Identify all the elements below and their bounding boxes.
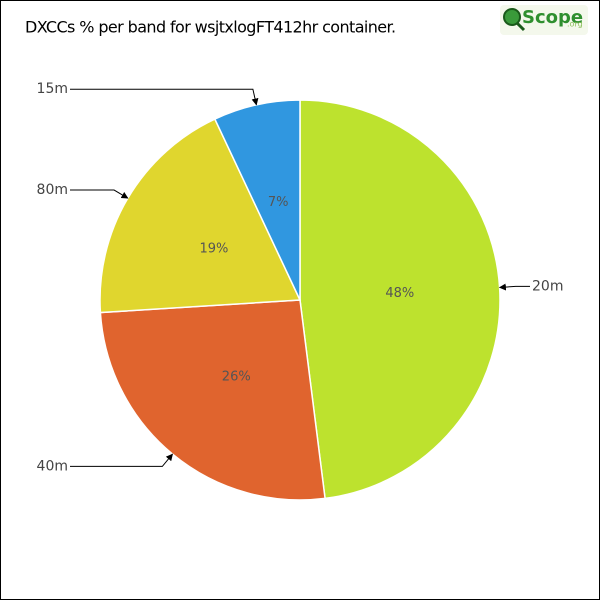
- logo: Scope .org: [500, 5, 588, 35]
- category-label: 80m: [37, 182, 68, 198]
- leader-line: [70, 189, 129, 199]
- logo-icon-handle: [515, 21, 526, 32]
- slice-label: 7%: [268, 195, 289, 210]
- slice-label: 26%: [222, 370, 251, 385]
- logo-icon: [503, 8, 521, 26]
- category-label: 20m: [532, 278, 563, 294]
- slice-label: 19%: [199, 242, 228, 257]
- logo-text: Scope: [522, 7, 583, 28]
- leader-line: [70, 453, 173, 467]
- category-label: 40m: [37, 458, 68, 474]
- leader-line: [498, 283, 530, 291]
- chart-title: DXCCs % per band for wsjtxlogFT412hr con…: [25, 18, 396, 37]
- leader-line: [70, 88, 259, 106]
- logo-suffix: .org: [567, 20, 583, 29]
- slice-label: 48%: [385, 286, 414, 301]
- category-label: 15m: [37, 81, 68, 97]
